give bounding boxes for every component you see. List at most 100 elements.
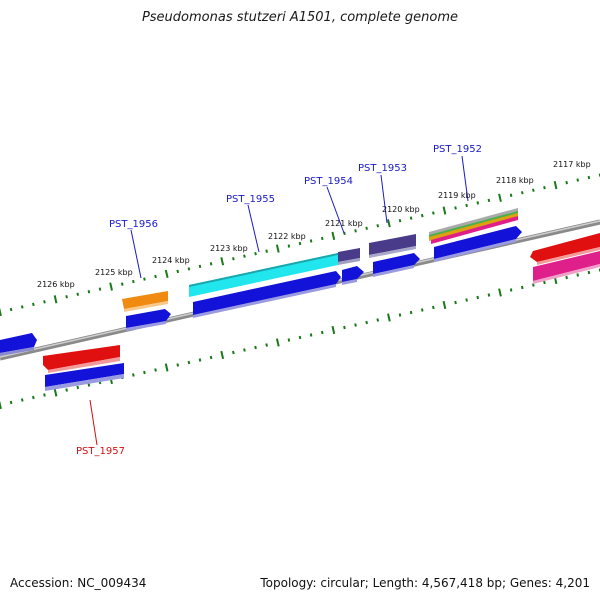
gene-red-arrow[interactable] (530, 233, 600, 262)
lower-kbp-ticks (0, 268, 600, 410)
gene-shadow (48, 357, 120, 373)
minor-tick (354, 323, 357, 327)
minor-tick (209, 355, 213, 360)
minor-tick (76, 385, 80, 390)
major-tick (109, 282, 113, 291)
major-tick (498, 288, 502, 297)
leader-line (380, 174, 388, 224)
minor-tick (365, 320, 368, 325)
gene-shadow (537, 247, 600, 265)
minor-tick (254, 345, 257, 350)
gene-orange-arrow[interactable] (429, 213, 518, 241)
minor-tick (43, 393, 46, 397)
gene-blue-arrow[interactable] (126, 309, 171, 328)
kbp-label: 2118 kbp (496, 176, 534, 185)
gene-pink-arrow[interactable] (533, 251, 600, 281)
genome-summary-text: Topology: circular; Length: 4,567,418 bp… (260, 576, 590, 590)
gene-label-pst-1956[interactable]: PST_1956 (109, 219, 158, 230)
gene-shadow (369, 246, 416, 258)
minor-tick (320, 330, 324, 335)
minor-tick (65, 388, 68, 392)
minor-tick (198, 358, 202, 362)
minor-tick (176, 363, 180, 367)
gene-shadow (0, 347, 34, 356)
gene-blue-arrow[interactable] (434, 226, 522, 259)
minor-tick (565, 275, 568, 280)
minor-tick (287, 338, 291, 342)
minor-tick (309, 333, 313, 337)
gene-cyan-arrow[interactable] (189, 253, 338, 297)
minor-tick (265, 249, 268, 253)
gene-shadow (434, 239, 516, 262)
minor-tick (432, 211, 435, 215)
gene-label-pst-1953[interactable]: PST_1953 (358, 163, 407, 174)
major-tick (498, 193, 502, 202)
minor-tick (520, 191, 524, 195)
gene-shadow (124, 301, 168, 312)
minor-tick (20, 305, 24, 309)
minor-tick (243, 348, 246, 352)
gene-blue-arrow[interactable] (373, 253, 420, 274)
leader-line (247, 204, 260, 253)
gene-blue-arrow[interactable] (193, 271, 341, 315)
major-tick (53, 388, 58, 397)
major-tick (442, 300, 447, 310)
minor-tick (143, 277, 146, 281)
minor-tick (43, 300, 46, 304)
kbp-label: 2122 kbp (268, 232, 306, 241)
kbp-label: 2117 kbp (553, 160, 591, 169)
major-tick (53, 295, 58, 304)
minor-tick (9, 400, 13, 405)
gene-label-pst-1952[interactable]: PST_1952 (433, 144, 482, 155)
gene-label-pst-1955[interactable]: PST_1955 (226, 194, 275, 205)
gene-shadow (373, 265, 414, 277)
minor-tick (543, 280, 546, 285)
gene-orange-arrow[interactable] (122, 291, 168, 309)
minor-tick (9, 307, 13, 312)
minor-tick (420, 213, 424, 218)
gene-features (0, 208, 600, 391)
minor-tick (254, 251, 257, 256)
minor-tick (587, 175, 591, 180)
leader-line (461, 155, 469, 202)
leader-line (89, 399, 98, 446)
minor-tick (298, 335, 302, 340)
kbp-label: 2120 kbp (382, 205, 420, 214)
minor-tick (209, 262, 213, 266)
minor-tick (476, 295, 480, 300)
minor-tick (287, 244, 291, 248)
minor-tick (232, 257, 235, 261)
major-tick (164, 269, 169, 279)
minor-tick (487, 293, 491, 297)
minor-tick (198, 264, 202, 269)
minor-tick (87, 290, 91, 294)
gene-label-pst-1957[interactable]: PST_1957 (76, 446, 125, 457)
minor-tick (132, 373, 135, 377)
minor-tick (398, 218, 402, 223)
minor-tick (120, 282, 124, 286)
major-tick (0, 400, 2, 410)
minor-tick (409, 216, 413, 220)
minor-tick (132, 279, 135, 284)
gene-shadow (342, 279, 357, 285)
upper-kbp-ticks (0, 173, 600, 317)
major-tick (387, 313, 391, 322)
gene-pink-arrow[interactable] (431, 216, 518, 244)
map-title: Pseudomonas stutzeri A1501, complete gen… (141, 10, 459, 25)
minor-tick (398, 313, 402, 317)
major-tick (164, 363, 169, 372)
minor-tick (376, 318, 380, 322)
gene-blue-arrow[interactable] (45, 363, 124, 387)
gene-purple-arrow[interactable] (369, 234, 416, 255)
minor-tick (487, 198, 491, 203)
minor-tick (376, 224, 380, 228)
major-tick (331, 231, 336, 241)
gene-red-arrow[interactable] (43, 345, 120, 370)
kbp-label: 2124 kbp (152, 256, 190, 265)
gene-blue-arrow[interactable] (342, 266, 364, 282)
minor-tick (476, 201, 480, 205)
gene-purple-arrow[interactable] (338, 248, 360, 262)
gene-blue-arrow[interactable] (0, 333, 37, 353)
gene-label-pst-1954[interactable]: PST_1954 (304, 176, 353, 187)
